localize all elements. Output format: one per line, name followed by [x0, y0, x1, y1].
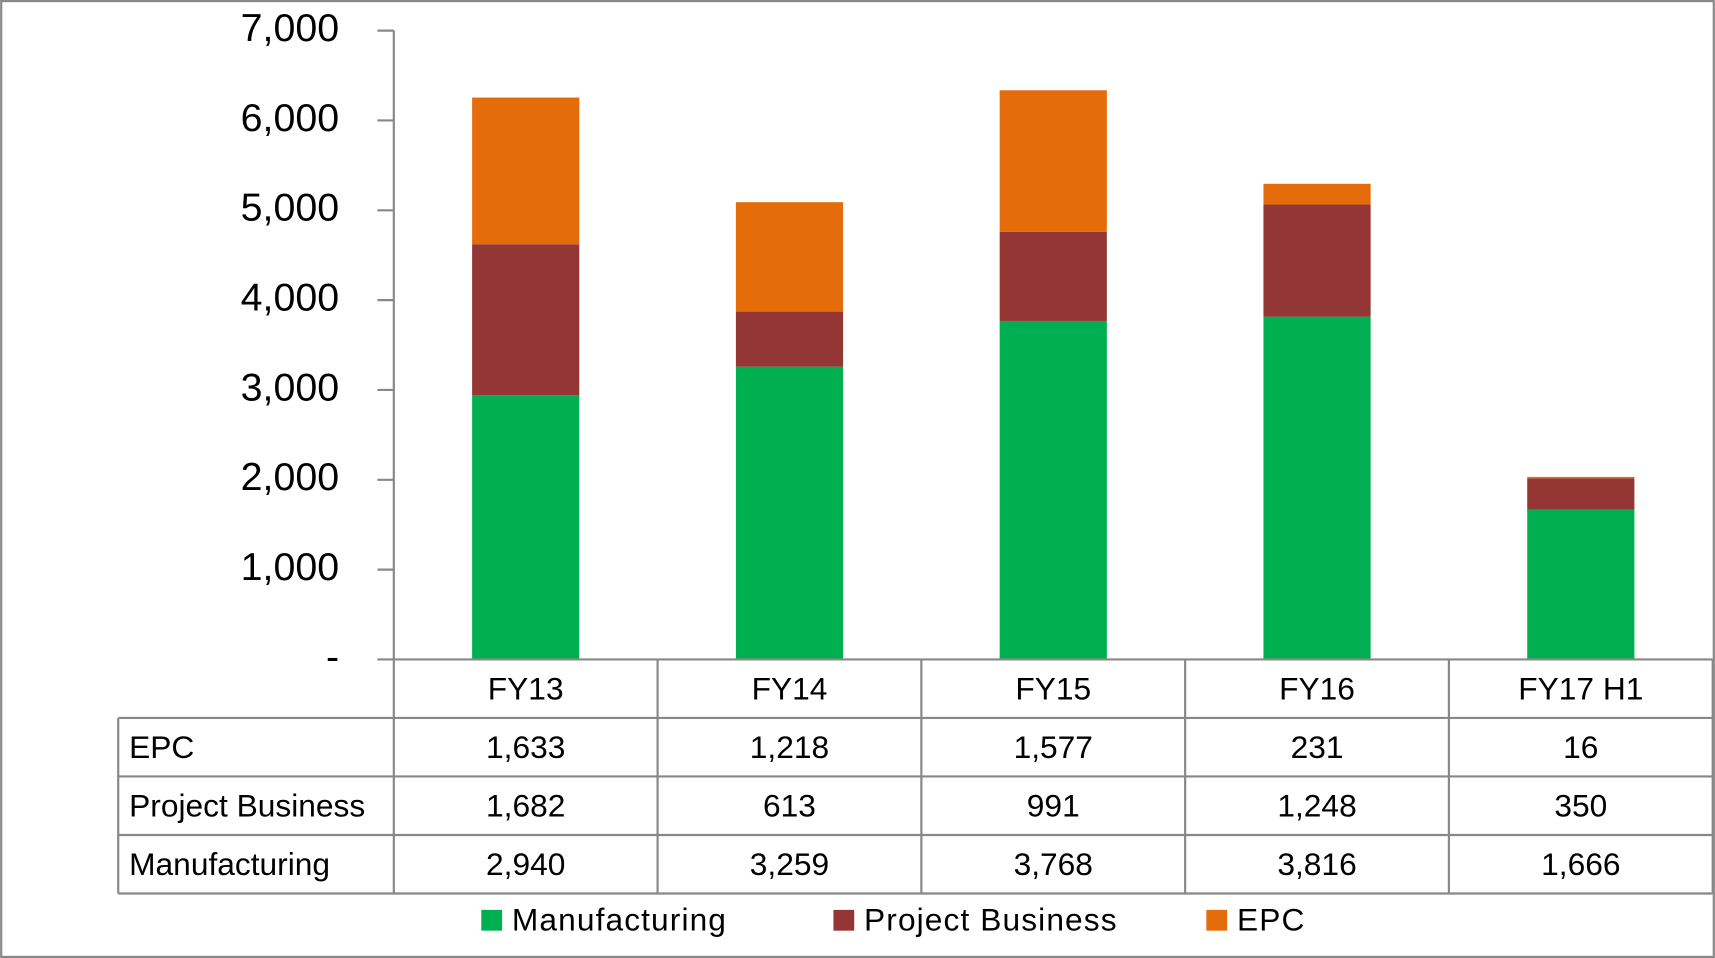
bar-segment: [1527, 478, 1635, 510]
y-tick-label: 6,000: [241, 96, 339, 140]
bar-segment: [735, 366, 844, 660]
bar-segment: [1263, 204, 1371, 317]
bar-segment: [1263, 316, 1371, 660]
table-row-label: EPC: [129, 729, 194, 765]
bar-segment: [1263, 183, 1371, 205]
y-tick-label: 5,000: [241, 186, 339, 230]
table-cell: 3,816: [1277, 846, 1356, 882]
table-cell: 2,940: [486, 846, 565, 882]
table-cell: 1,218: [750, 729, 829, 765]
bar-segment: [999, 320, 1107, 660]
table-cell: 1,633: [486, 729, 565, 765]
table-cell: 3,768: [1014, 846, 1093, 882]
x-tick-label: FY13: [488, 670, 564, 706]
legend-swatch: [1206, 909, 1228, 931]
table-cell: 1,682: [486, 787, 565, 823]
legend-label: Project Business: [864, 901, 1118, 937]
table-row-label: Manufacturing: [129, 846, 330, 882]
y-tick-label: 2,000: [241, 455, 339, 499]
table-row-label: Project Business: [129, 787, 365, 823]
table-cell: 16: [1563, 729, 1598, 765]
table-cell: 991: [1027, 787, 1080, 823]
y-tick-label: 3,000: [241, 365, 339, 409]
bar-segment: [735, 202, 844, 312]
x-tick-label: FY16: [1279, 670, 1355, 706]
y-tick-label: -: [326, 635, 339, 679]
table-cell: 1,666: [1541, 846, 1620, 882]
bar-segment: [472, 395, 580, 660]
legend-label: Manufacturing: [512, 901, 727, 937]
table-cell: 613: [763, 787, 816, 823]
table-cell: 231: [1291, 729, 1344, 765]
bar-segment: [999, 90, 1107, 232]
bar-segment: [1527, 476, 1635, 479]
bar-segment: [472, 97, 580, 245]
bar-segment: [1527, 509, 1635, 660]
legend-swatch: [481, 909, 503, 931]
x-tick-label: FY17 H1: [1518, 670, 1643, 706]
table-cell: 1,577: [1014, 729, 1093, 765]
y-tick-label: 4,000: [241, 276, 339, 320]
table-cell: 1,248: [1277, 787, 1356, 823]
table-cell: 3,259: [750, 846, 829, 882]
bar-segment: [999, 231, 1107, 321]
bar-segment: [472, 244, 580, 396]
table-cell: 350: [1554, 787, 1607, 823]
bar-segment: [735, 311, 844, 367]
y-tick-label: 1,000: [241, 545, 339, 589]
y-tick-label: 7,000: [241, 6, 339, 50]
legend-swatch: [833, 909, 855, 931]
x-tick-label: FY14: [752, 670, 828, 706]
x-tick-label: FY15: [1015, 670, 1091, 706]
legend-label: EPC: [1237, 901, 1305, 937]
